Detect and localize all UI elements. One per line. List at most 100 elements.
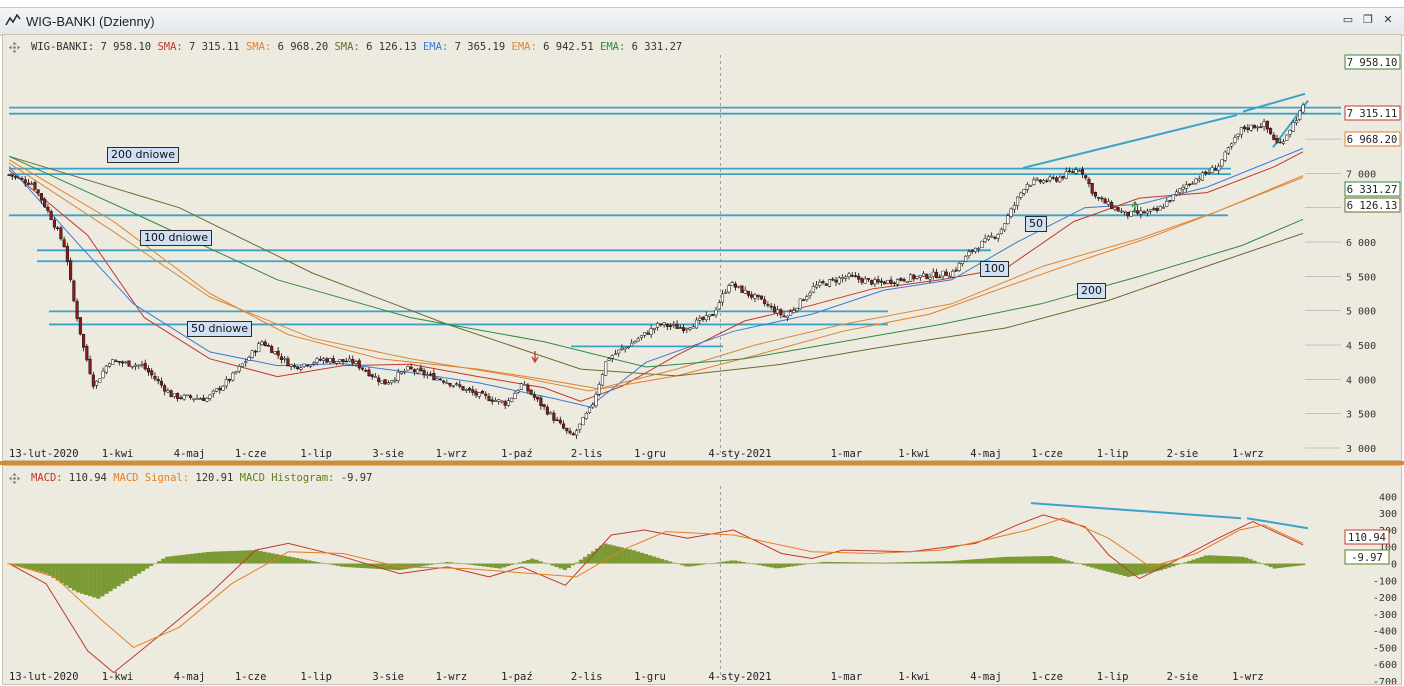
histogram-bar (388, 563, 393, 570)
candle (88, 355, 92, 375)
candle (1155, 205, 1159, 213)
candle (909, 273, 913, 283)
candle (43, 197, 47, 208)
macd-y-tick-label: 0 (1391, 560, 1397, 571)
histogram-bar (785, 563, 791, 567)
candle-body (335, 361, 339, 364)
histogram-bar (647, 555, 653, 564)
candle-body (36, 189, 40, 194)
price-box-frame (1344, 181, 1401, 197)
histogram-bar (205, 552, 210, 564)
candle (26, 179, 31, 186)
candle (1158, 205, 1162, 211)
histogram-bar (1179, 563, 1184, 565)
candle (198, 397, 202, 400)
candle-body (990, 235, 994, 238)
legend-main-value-4: 7 365.19 (448, 41, 512, 53)
candle (1197, 175, 1201, 183)
candle (746, 290, 750, 299)
macd-chart-pane[interactable]: MACD: 110.94 MACD Signal: 120.91 MACD Hi… (2, 465, 1402, 685)
candle (918, 275, 922, 282)
candle (250, 349, 254, 359)
candle (335, 361, 339, 366)
macd-legend: MACD: 110.94 MACD Signal: 120.91 MACD Hi… (31, 472, 372, 484)
candle (1262, 118, 1266, 131)
candle-body (983, 238, 987, 242)
candle-body (1197, 178, 1201, 181)
macd-x-tick-label: 13-lut-2020 (9, 671, 79, 683)
candle (364, 368, 368, 373)
candle (698, 315, 702, 325)
candle-body (724, 291, 728, 294)
price-box-value: 6 331.27 (1347, 184, 1398, 196)
candle (227, 378, 232, 384)
candle-body (1249, 124, 1253, 131)
histogram-bar (238, 550, 243, 564)
candle (237, 364, 241, 374)
candle (532, 391, 536, 401)
candle (623, 346, 627, 353)
histogram-bar (449, 562, 454, 564)
series-ema-50 (8, 147, 1304, 408)
candle (176, 392, 180, 402)
histogram-bar (522, 561, 527, 564)
candle (1236, 133, 1240, 140)
macd-x-tick-label: 2-sie (1167, 671, 1199, 683)
candle (853, 271, 858, 278)
candle-body (273, 351, 277, 354)
candle-body (542, 404, 546, 407)
candle (568, 427, 572, 435)
candle (860, 277, 864, 285)
minimize-button[interactable]: ▭ (1342, 13, 1354, 26)
move-icon[interactable] (9, 42, 20, 53)
histogram-bar (217, 551, 223, 564)
candle (947, 272, 952, 278)
histogram-bar (161, 558, 166, 564)
histogram-bar (542, 562, 547, 564)
restore-button[interactable]: ❐ (1363, 13, 1373, 26)
histogram-bar (112, 563, 117, 589)
price-chart-pane[interactable]: WIG-BANKI: 7 958.10 SMA: 7 315.11 SMA: 6… (2, 34, 1402, 461)
histogram-bar (615, 546, 620, 564)
candle (996, 233, 1000, 242)
candle-body (1016, 196, 1020, 206)
candle (545, 404, 549, 416)
candle (814, 280, 819, 290)
price-box: 6 331.27 (1344, 181, 1401, 197)
candle-body (834, 279, 838, 283)
candle (270, 344, 274, 353)
candle-body (662, 322, 666, 325)
candle (730, 281, 734, 287)
candle-body (578, 423, 582, 430)
candle (393, 377, 397, 384)
candle (260, 340, 264, 346)
move-icon[interactable] (9, 473, 20, 484)
candle-body (918, 275, 922, 278)
candle (604, 361, 608, 377)
candle-body (665, 323, 669, 327)
close-button[interactable]: ✕ (1383, 13, 1393, 26)
candle (960, 260, 965, 267)
pane-separator[interactable] (0, 461, 1404, 465)
candle (665, 323, 669, 331)
candle (104, 364, 108, 375)
candle-body (766, 304, 770, 306)
candle-body (795, 308, 799, 311)
histogram-bar (1207, 555, 1212, 564)
candle-body (43, 198, 47, 208)
histogram-bar (136, 563, 142, 574)
candle (357, 358, 361, 371)
candle (1161, 203, 1166, 209)
candle-body (435, 378, 439, 381)
candle (367, 367, 371, 377)
histogram-bar (668, 561, 673, 564)
candle-body (322, 358, 326, 361)
histogram-bar (1041, 556, 1046, 564)
histogram-bar (749, 563, 754, 565)
candle-body (1090, 183, 1094, 194)
candle-body (1294, 120, 1299, 124)
candle-body (649, 328, 653, 335)
candle (1080, 166, 1085, 179)
histogram-bar (339, 563, 344, 567)
candle (487, 393, 491, 402)
